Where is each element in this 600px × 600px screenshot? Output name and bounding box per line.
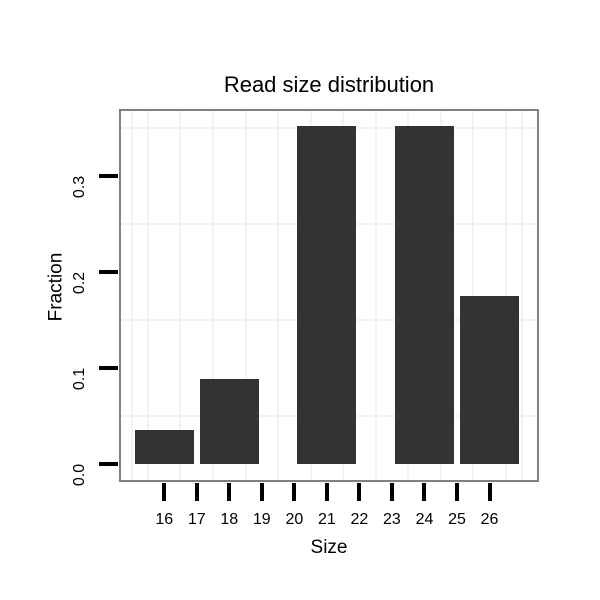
- x-tick-mark: [292, 483, 297, 501]
- x-tick-label: 20: [285, 511, 304, 528]
- gridline-vertical: [212, 111, 215, 480]
- x-tick-mark: [487, 483, 492, 501]
- y-tick-label: 0.0: [71, 463, 88, 487]
- x-tick-mark: [259, 483, 264, 501]
- y-tick-label: 0.1: [71, 367, 88, 391]
- gridline-vertical: [130, 111, 133, 480]
- x-tick-mark: [455, 483, 460, 501]
- x-tick-label: 24: [415, 511, 434, 528]
- y-tick-mark: [99, 173, 118, 178]
- x-tick-label: 18: [220, 511, 239, 528]
- x-tick-label: 21: [317, 511, 336, 528]
- bar-size-24: [394, 126, 455, 464]
- y-tick-mark: [99, 269, 118, 274]
- gridline-vertical: [374, 111, 377, 480]
- y-tick-mark: [99, 461, 118, 466]
- y-axis-title: Fraction: [45, 252, 67, 322]
- chart-title: Read size distribution: [223, 72, 435, 97]
- x-tick-label: 16: [155, 511, 174, 528]
- y-tick-mark: [99, 365, 118, 370]
- x-tick-mark: [162, 483, 167, 501]
- x-tick-label: 17: [187, 511, 206, 528]
- bar-size-16: [134, 430, 194, 464]
- x-axis-title: Size: [310, 537, 348, 558]
- bar-size-26: [459, 295, 520, 464]
- x-tick-mark: [389, 483, 394, 501]
- x-tick-label: 19: [252, 511, 271, 528]
- x-tick-mark: [324, 483, 329, 501]
- gridline-vertical: [146, 111, 149, 480]
- gridline-vertical: [472, 111, 475, 480]
- gridline-vertical: [277, 111, 280, 480]
- x-tick-mark: [422, 483, 427, 501]
- bar-size-18: [199, 379, 259, 464]
- x-tick-label: 25: [448, 511, 466, 528]
- gridline-vertical: [179, 111, 182, 480]
- x-tick-mark: [194, 483, 199, 501]
- gridline-vertical: [244, 111, 247, 480]
- y-tick-label: 0.2: [71, 271, 88, 295]
- x-tick-mark: [227, 483, 232, 501]
- bar-size-21: [297, 126, 357, 464]
- y-tick-label: 0.3: [71, 175, 88, 199]
- x-tick-label: 26: [480, 511, 499, 528]
- x-tick-label: 22: [350, 511, 369, 528]
- gridline-vertical: [521, 111, 524, 480]
- x-tick-label: 23: [383, 511, 401, 528]
- x-tick-mark: [357, 483, 362, 501]
- gridline-vertical: [504, 111, 507, 480]
